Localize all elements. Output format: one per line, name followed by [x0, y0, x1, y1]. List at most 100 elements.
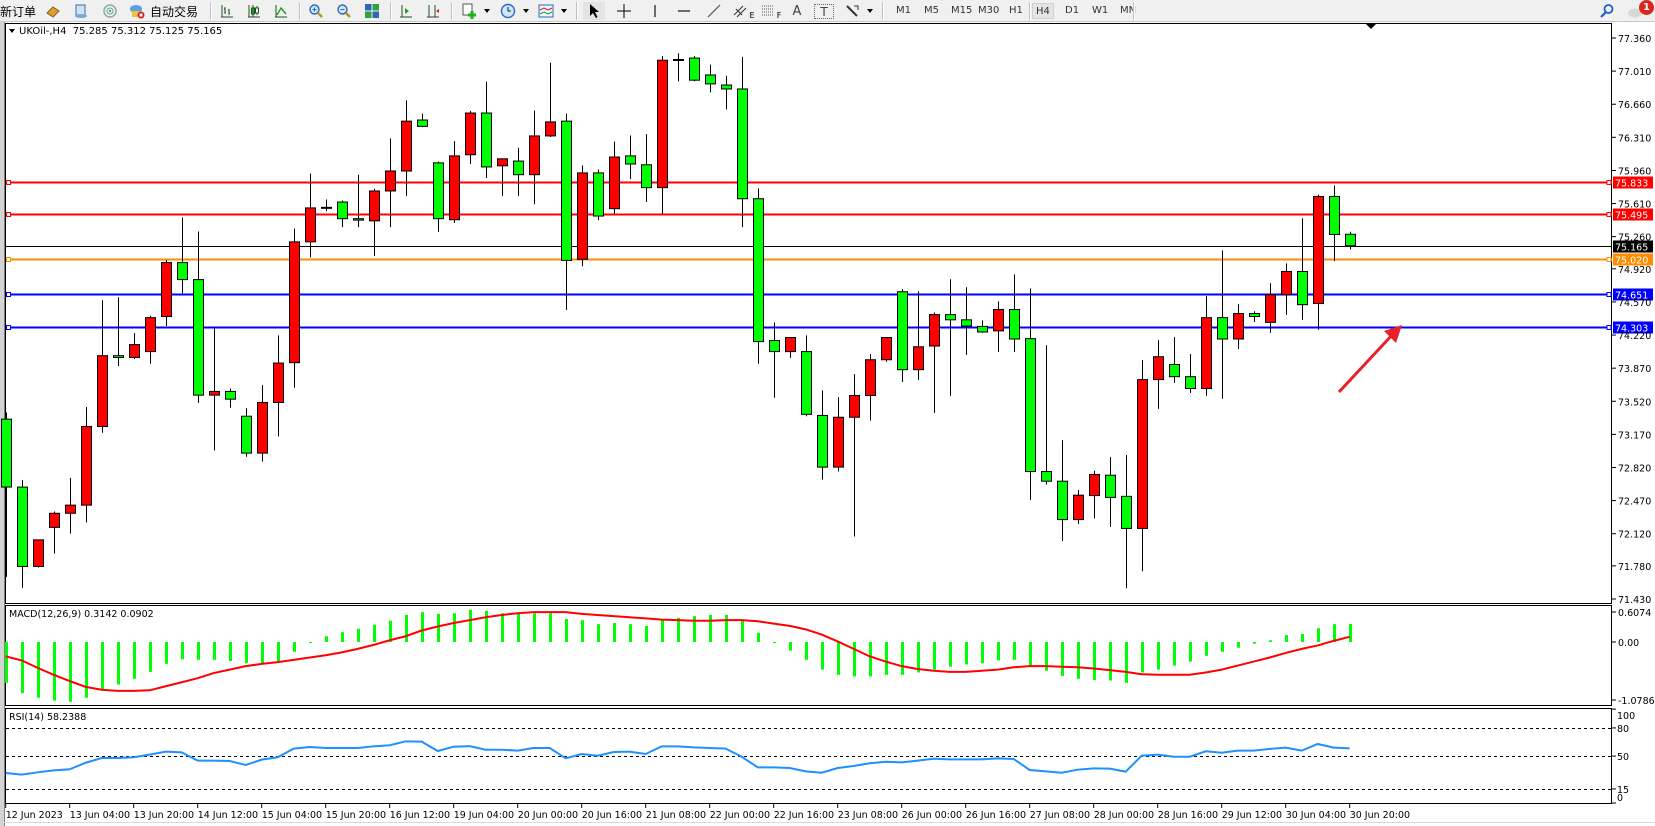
text-tool-button[interactable]: A [787, 2, 807, 20]
timeframe-m5[interactable]: M5 [924, 5, 939, 16]
candle [561, 113, 572, 310]
signals-icon[interactable] [99, 2, 121, 20]
line-anchor-handle[interactable] [1606, 180, 1612, 185]
search-icon[interactable] [1598, 2, 1616, 20]
candle [465, 110, 476, 165]
price-line-label-box [1613, 253, 1653, 266]
zoom-in-icon[interactable] [305, 2, 327, 20]
red-arrow-annotation[interactable] [1337, 325, 1402, 394]
price-line-label-box [1613, 321, 1653, 334]
macd-histogram-bar [277, 642, 280, 662]
crosshair-icon[interactable] [613, 2, 635, 20]
candle [753, 188, 764, 364]
candle [945, 279, 956, 396]
horizontal-line-icon[interactable] [673, 2, 695, 20]
candle [1137, 360, 1148, 572]
candle-body-bull [449, 155, 460, 221]
candle [641, 134, 652, 203]
candle-body-bear [801, 351, 812, 415]
autotrading-label: 自动交易 [149, 4, 198, 19]
price-axis-label: 75.610 [1618, 200, 1651, 211]
rsi-panel-frame [5, 708, 1612, 804]
candle-body-bull [929, 314, 940, 347]
text-label-tool-button[interactable]: T [814, 4, 834, 19]
macd-histogram-bar [677, 617, 680, 642]
candle [225, 388, 236, 408]
macd-histogram-bar [1173, 642, 1176, 666]
candle [337, 200, 348, 228]
line-anchor-handle[interactable] [1606, 325, 1612, 330]
timeframe-mn[interactable]: MN [1120, 5, 1137, 16]
candles-layer [1, 53, 1356, 589]
line-anchor-handle[interactable] [6, 180, 11, 185]
periods-clock-icon[interactable] [497, 2, 519, 20]
arrows-dropdown-arrow[interactable] [867, 9, 873, 13]
arrows-icon[interactable] [841, 2, 863, 20]
zoom-out-icon[interactable] [333, 2, 355, 20]
new-chart-icon[interactable] [458, 2, 480, 20]
macd-histogram-bar [1125, 642, 1128, 683]
timeframe-m1[interactable]: M1 [896, 5, 911, 16]
candle [1057, 440, 1068, 541]
candle [449, 141, 460, 224]
macd-axis-label: -1.0786 [1618, 696, 1655, 707]
candle [177, 217, 188, 294]
line-chart-icon[interactable] [270, 2, 292, 20]
timeframe-d1[interactable]: D1 [1065, 5, 1080, 16]
candle-body-bear [1009, 309, 1020, 340]
macd-histogram-bar [565, 619, 568, 642]
timeframe-h1[interactable]: H1 [1009, 5, 1023, 16]
autoscroll-icon[interactable] [422, 2, 444, 20]
candlestick-chart-icon[interactable] [243, 2, 265, 20]
line-anchor-handle[interactable] [1606, 257, 1612, 262]
periods-dropdown-arrow[interactable] [523, 9, 529, 13]
autotrading-button[interactable]: 自动交易 [148, 2, 200, 20]
macd-histogram-bar [149, 642, 152, 672]
macd-histogram-bar [613, 623, 616, 642]
new-order-button[interactable]: 新订单 [0, 2, 36, 20]
chart-shift-icon[interactable] [395, 2, 417, 20]
candle [1345, 231, 1356, 250]
macd-histogram-bar [933, 642, 936, 670]
fibonacci-icon[interactable]: F [759, 2, 783, 20]
macd-histogram-bar [37, 642, 40, 698]
autotrading-icon[interactable] [126, 2, 148, 20]
macd-histogram-bar [229, 642, 232, 661]
line-anchor-handle[interactable] [6, 257, 11, 262]
price-line-label-box [1613, 208, 1653, 221]
market-watch-icon[interactable] [70, 2, 92, 20]
line-anchor-handle[interactable] [6, 292, 11, 297]
chart-shift-marker-icon[interactable] [1366, 24, 1376, 29]
candle-body-bear [1, 418, 12, 488]
equidistant-channel-icon[interactable]: E [732, 2, 756, 20]
trendline-icon[interactable] [703, 2, 725, 20]
cursor-tool-icon[interactable] [583, 2, 605, 20]
gold-bars-icon[interactable] [42, 2, 64, 20]
candle [785, 337, 796, 358]
price-axis-label: 77.360 [1618, 34, 1651, 45]
candle [545, 62, 556, 138]
vertical-line-icon[interactable] [644, 2, 666, 20]
price-line-label: 75.495 [1615, 211, 1648, 222]
timeframe-m15[interactable]: M15 [951, 5, 973, 16]
indicators-icon[interactable] [535, 2, 557, 20]
line-anchor-handle[interactable] [6, 325, 11, 330]
line-anchor-handle[interactable] [1606, 292, 1612, 297]
symbol-menu-triangle-icon[interactable] [9, 29, 15, 33]
indicators-dropdown-arrow[interactable] [561, 9, 567, 13]
timeframe-m30[interactable]: M30 [978, 5, 1000, 16]
macd-axis-label: 0.00 [1618, 638, 1639, 649]
timeframe-h4[interactable]: H4 [1032, 3, 1054, 19]
bar-chart-icon[interactable] [216, 2, 238, 20]
new-chart-dropdown-arrow[interactable] [484, 9, 490, 13]
candle [849, 374, 860, 537]
candle [241, 408, 252, 457]
line-anchor-handle[interactable] [1606, 212, 1612, 217]
line-anchor-handle[interactable] [6, 212, 11, 217]
timeframe-w1[interactable]: W1 [1092, 5, 1109, 16]
candle [737, 56, 748, 228]
tile-windows-icon[interactable] [361, 2, 383, 20]
time-axis-label: 26 Jun 00:00 [902, 810, 962, 821]
notifications-icon[interactable] [1626, 2, 1644, 20]
